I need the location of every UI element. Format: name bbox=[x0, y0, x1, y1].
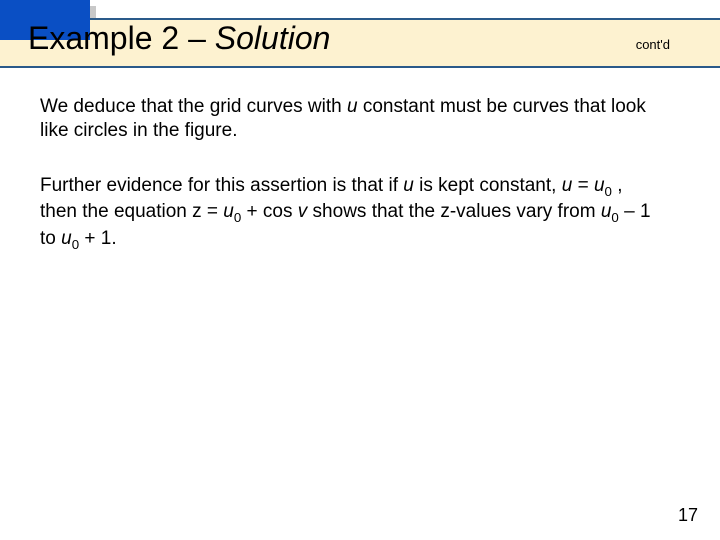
p2-sub-0a: 0 bbox=[605, 184, 612, 199]
p2-text-h: + 1. bbox=[79, 228, 117, 249]
p1-var-u: u bbox=[347, 96, 358, 117]
page-number: 17 bbox=[678, 505, 698, 526]
p2-var-u2: u bbox=[562, 175, 573, 196]
title-prefix: Example 2 – bbox=[28, 20, 215, 56]
p2-sub-0d: 0 bbox=[72, 237, 79, 252]
p1-text-a: We deduce that the grid curves with bbox=[40, 96, 347, 117]
slide-title: Example 2 – Solution bbox=[28, 20, 330, 57]
title-row: Example 2 – Solution cont'd bbox=[28, 20, 700, 57]
p2-text-c: = bbox=[572, 175, 594, 196]
paragraph-1: We deduce that the grid curves with u co… bbox=[40, 95, 660, 143]
p2-sub-0c: 0 bbox=[611, 210, 618, 225]
p2-var-v: v bbox=[298, 201, 308, 222]
paragraph-2: Further evidence for this assertion is t… bbox=[40, 174, 660, 253]
contd-label: cont'd bbox=[636, 37, 670, 52]
title-italic: Solution bbox=[215, 20, 331, 56]
p2-var-u3: u bbox=[594, 175, 605, 196]
p2-var-u6: u bbox=[61, 228, 72, 249]
p2-text-a: Further evidence for this assertion is t… bbox=[40, 175, 403, 196]
p2-text-f: shows that the z-values vary from bbox=[307, 201, 601, 222]
p2-var-u4: u bbox=[223, 201, 234, 222]
p2-text-e: + cos bbox=[241, 201, 298, 222]
p2-var-u5: u bbox=[601, 201, 612, 222]
p2-text-b: is kept constant, bbox=[414, 175, 562, 196]
p2-var-u1: u bbox=[403, 175, 414, 196]
